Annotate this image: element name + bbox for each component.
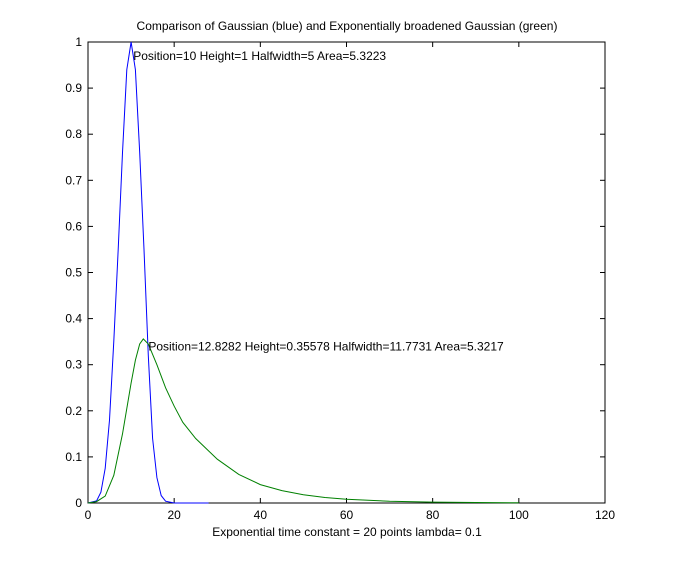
x-tick-label: 40 xyxy=(254,508,268,522)
y-tick-label: 0.8 xyxy=(65,127,82,141)
y-tick-label: 0.1 xyxy=(65,450,82,464)
y-tick-label: 0.5 xyxy=(65,266,82,280)
chart-title: Comparison of Gaussian (blue) and Expone… xyxy=(137,19,558,33)
y-tick-label: 0.7 xyxy=(65,173,82,187)
y-tick-label: 0.3 xyxy=(65,358,82,372)
x-tick-label: 0 xyxy=(85,508,92,522)
x-tick-label: 80 xyxy=(426,508,440,522)
broadened-gaussian-line xyxy=(87,338,519,504)
y-tick-label: 1 xyxy=(75,35,82,49)
broadened-annotation: Position=12.8282 Height=0.35578 Halfwidt… xyxy=(148,339,504,353)
y-tick-label: 0.4 xyxy=(65,312,82,326)
y-tick-label: 0.9 xyxy=(65,81,82,95)
gaussian-annotation: Position=10 Height=1 Halfwidth=5 Area=5.… xyxy=(133,49,386,63)
x-tick-label: 60 xyxy=(340,508,354,522)
y-tick-label: 0 xyxy=(75,496,82,510)
y-tick-label: 0.6 xyxy=(65,219,82,233)
x-tick-label: 20 xyxy=(167,508,181,522)
x-axis-label: Exponential time constant = 20 points la… xyxy=(212,525,482,539)
gaussian-line xyxy=(87,41,209,504)
x-tick-label: 120 xyxy=(595,508,615,522)
y-tick-label: 0.2 xyxy=(65,404,82,418)
x-tick-label: 100 xyxy=(509,508,529,522)
axes-box xyxy=(87,41,606,504)
plot-area: 0 20 40 60 80 100 120 0 0.1 0.2 0.3 0.4 0.5 0.6 0.7 0.8… xyxy=(65,35,615,522)
